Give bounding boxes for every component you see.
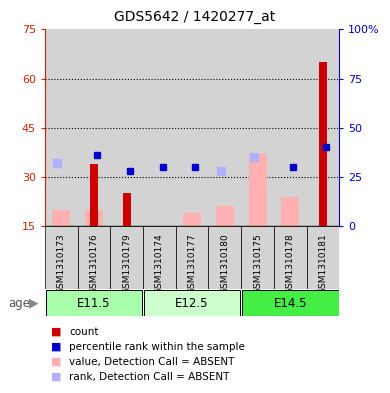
- Bar: [90, 164, 98, 226]
- Text: ■: ■: [51, 372, 61, 382]
- Bar: [281, 196, 299, 226]
- Bar: [274, 29, 307, 226]
- Bar: [143, 29, 176, 226]
- Bar: [319, 62, 327, 226]
- Text: GSM1310180: GSM1310180: [220, 233, 229, 294]
- FancyBboxPatch shape: [110, 226, 143, 289]
- Text: rank, Detection Call = ABSENT: rank, Detection Call = ABSENT: [69, 372, 230, 382]
- Text: E12.5: E12.5: [176, 296, 209, 310]
- FancyBboxPatch shape: [46, 290, 142, 316]
- Text: age: age: [8, 296, 30, 310]
- Text: ■: ■: [51, 342, 61, 352]
- Bar: [208, 29, 241, 226]
- Bar: [248, 154, 266, 226]
- Text: ■: ■: [51, 357, 61, 367]
- Bar: [110, 29, 143, 226]
- FancyBboxPatch shape: [208, 226, 241, 289]
- Bar: [52, 209, 70, 226]
- Bar: [241, 29, 274, 226]
- Text: GSM1310178: GSM1310178: [286, 233, 295, 294]
- FancyBboxPatch shape: [307, 226, 339, 289]
- Bar: [122, 193, 131, 226]
- FancyBboxPatch shape: [144, 290, 241, 316]
- FancyBboxPatch shape: [45, 226, 78, 289]
- Text: GDS5642 / 1420277_at: GDS5642 / 1420277_at: [114, 10, 276, 24]
- FancyBboxPatch shape: [274, 226, 307, 289]
- Text: value, Detection Call = ABSENT: value, Detection Call = ABSENT: [69, 357, 235, 367]
- Bar: [216, 206, 234, 226]
- Text: E14.5: E14.5: [273, 296, 307, 310]
- FancyBboxPatch shape: [143, 226, 176, 289]
- FancyBboxPatch shape: [78, 226, 110, 289]
- Text: GSM1310177: GSM1310177: [188, 233, 197, 294]
- Text: GSM1310181: GSM1310181: [319, 233, 328, 294]
- Text: GSM1310175: GSM1310175: [253, 233, 262, 294]
- FancyBboxPatch shape: [241, 226, 274, 289]
- Text: GSM1310179: GSM1310179: [122, 233, 131, 294]
- FancyBboxPatch shape: [176, 226, 208, 289]
- Text: ■: ■: [51, 327, 61, 337]
- Text: count: count: [69, 327, 99, 337]
- Text: GSM1310174: GSM1310174: [155, 233, 164, 294]
- FancyBboxPatch shape: [242, 290, 339, 316]
- Text: GSM1310176: GSM1310176: [89, 233, 98, 294]
- Bar: [176, 29, 208, 226]
- Bar: [78, 29, 110, 226]
- Bar: [85, 209, 103, 226]
- Bar: [307, 29, 339, 226]
- Text: E11.5: E11.5: [77, 296, 111, 310]
- Bar: [45, 29, 78, 226]
- Text: percentile rank within the sample: percentile rank within the sample: [69, 342, 245, 352]
- Bar: [183, 213, 201, 226]
- Text: GSM1310173: GSM1310173: [57, 233, 66, 294]
- Text: ▶: ▶: [29, 296, 39, 310]
